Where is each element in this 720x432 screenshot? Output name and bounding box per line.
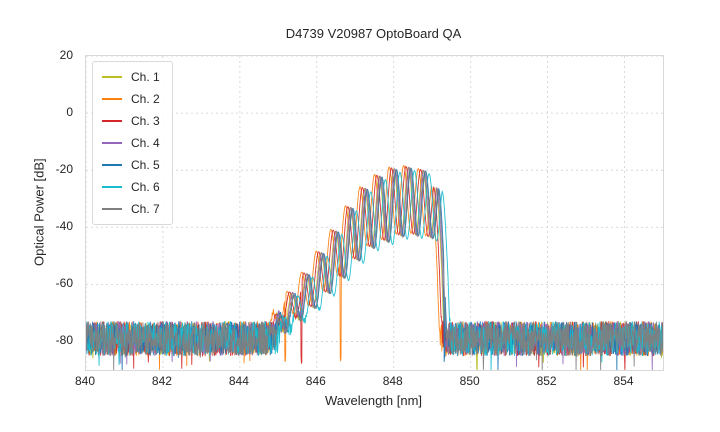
x-tick-label: 846 — [305, 374, 326, 388]
chart-title: D4739 V20987 OptoBoard QA — [285, 26, 462, 41]
legend-swatch — [102, 119, 122, 123]
x-tick-label: 840 — [74, 374, 96, 388]
x-tick-label: 852 — [536, 374, 557, 388]
legend-item-ch-3: Ch. 3 — [102, 110, 160, 132]
y-axis-ticks: 20 0 -20 -40 -60 -80 — [0, 48, 79, 369]
legend-swatch — [102, 163, 122, 167]
legend-item-ch-1: Ch. 1 — [102, 66, 160, 88]
y-tick-label: 0 — [66, 105, 73, 120]
y-tick-label: -20 — [55, 162, 73, 177]
y-tick-label: -40 — [55, 219, 73, 234]
legend-swatch — [102, 97, 122, 101]
legend-item-ch-5: Ch. 5 — [102, 154, 160, 176]
x-tick-label: 848 — [382, 374, 403, 388]
x-tick-label: 850 — [459, 374, 480, 388]
legend-label: Ch. 7 — [131, 202, 160, 216]
legend-label: Ch. 2 — [131, 92, 160, 106]
legend-label: Ch. 3 — [131, 114, 160, 128]
legend-label: Ch. 1 — [131, 70, 160, 84]
legend-swatch — [102, 207, 122, 211]
x-tick-label: 844 — [228, 374, 249, 388]
legend-item-ch-7: Ch. 7 — [102, 198, 160, 220]
legend-item-ch-6: Ch. 6 — [102, 176, 160, 198]
legend-swatch — [102, 75, 122, 79]
legend-label: Ch. 5 — [131, 158, 160, 172]
legend: Ch. 1 Ch. 2 Ch. 3 Ch. 4 Ch. 5 Ch. 6 Ch. 7 — [92, 61, 173, 225]
y-tick-label: -80 — [55, 333, 73, 348]
plot-area: Ch. 1 Ch. 2 Ch. 3 Ch. 4 Ch. 5 Ch. 6 Ch. 7 — [85, 55, 664, 371]
legend-swatch — [102, 185, 122, 189]
x-tick-label: 842 — [151, 374, 172, 388]
y-tick-label: 20 — [59, 48, 73, 62]
x-tick-label: 854 — [613, 374, 634, 388]
legend-label: Ch. 6 — [131, 180, 160, 194]
x-axis-label: Wavelength [nm] — [324, 393, 423, 408]
plot-canvas — [86, 56, 663, 370]
legend-item-ch-4: Ch. 4 — [102, 132, 160, 154]
legend-item-ch-2: Ch. 2 — [102, 88, 160, 110]
legend-swatch — [102, 141, 122, 145]
y-tick-label: -60 — [55, 276, 73, 291]
legend-label: Ch. 4 — [131, 136, 160, 150]
x-axis-ticks: 840 842 844 846 848 850 852 854 — [75, 374, 662, 390]
